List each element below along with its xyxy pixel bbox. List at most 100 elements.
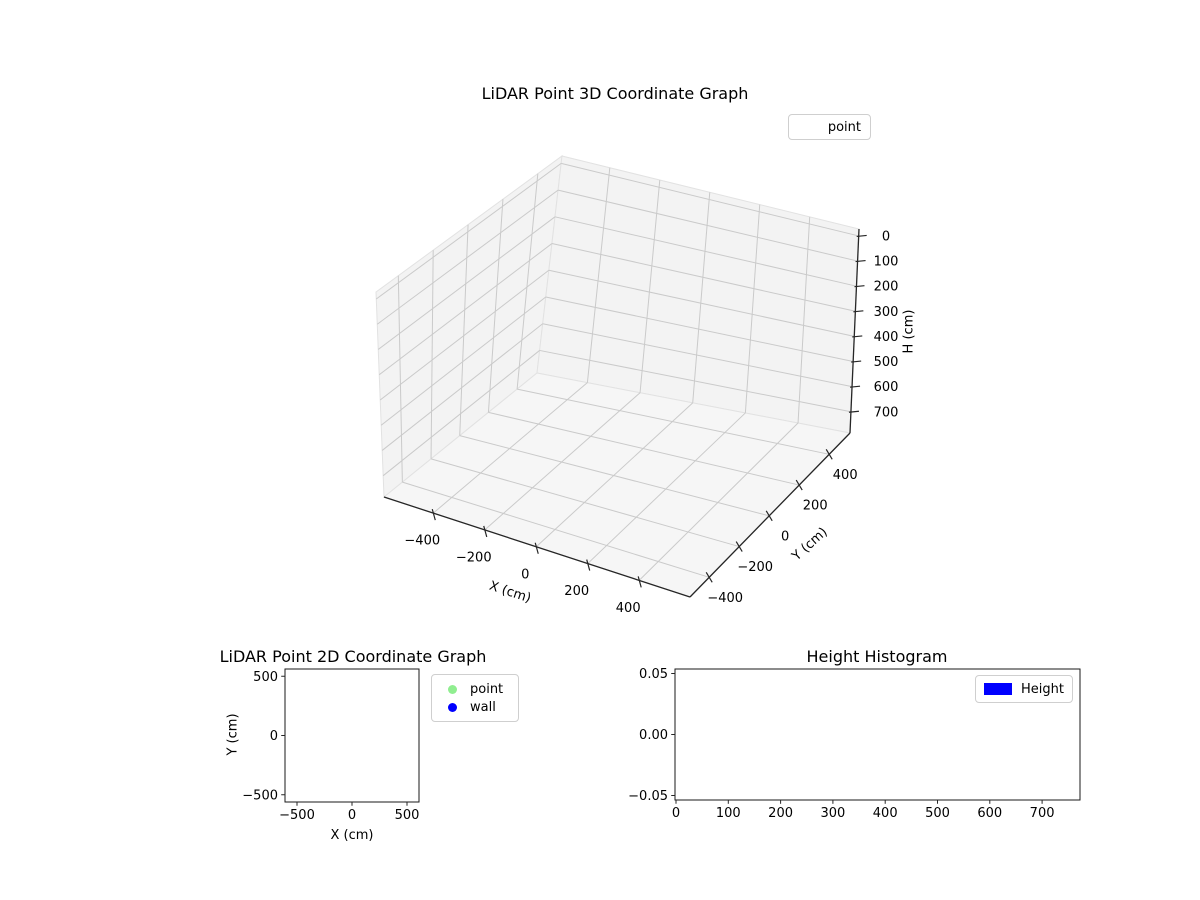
plot2d-ylabel: Y (cm) <box>225 713 241 756</box>
grid-line <box>376 189 559 325</box>
grid-line <box>639 179 661 393</box>
x-tick-label: 0 <box>672 806 680 821</box>
grid-line <box>542 323 853 388</box>
grid-line <box>381 323 543 451</box>
y-tick <box>735 541 743 552</box>
grid-line <box>587 412 746 564</box>
grid-line <box>484 392 641 531</box>
y-axis-line <box>689 432 851 598</box>
plot3d-zlabel: H (cm) <box>901 309 917 354</box>
grid-line <box>516 173 539 390</box>
plot3d-legend-empty-marker <box>802 122 828 132</box>
z-tick-label: 100 <box>874 255 899 270</box>
y-tick <box>825 449 833 460</box>
x-tick <box>431 508 436 521</box>
x-tick-label: 400 <box>616 601 641 616</box>
x-tick <box>534 542 539 554</box>
height-swatch <box>984 683 1012 695</box>
x-tick-label: 400 <box>873 806 898 821</box>
x-tick-label: 0 <box>348 808 356 823</box>
grid-line <box>539 349 852 413</box>
z-tick <box>853 310 864 313</box>
wall-marker <box>448 702 457 712</box>
x-tick-label: 700 <box>1030 806 1055 821</box>
grid-line <box>638 422 799 581</box>
grid-line <box>561 162 859 237</box>
plot2d-xlabel: X (cm) <box>330 828 374 843</box>
z-tick <box>854 285 865 288</box>
y-tick-label: 0.00 <box>639 728 668 743</box>
hist-legend: Height <box>975 675 1073 703</box>
y-tick <box>705 572 713 583</box>
y-tick-label: 500 <box>253 670 278 685</box>
y-tick-label: 0 <box>270 729 278 744</box>
grid-line <box>692 192 711 403</box>
wall-label: wall <box>470 699 496 715</box>
x-tick-label: −400 <box>404 534 440 549</box>
grid-line <box>548 269 855 337</box>
y-tick-label: 0.05 <box>639 667 668 682</box>
grid-line <box>797 216 811 424</box>
grid-line <box>554 216 857 287</box>
x-tick-label: 200 <box>768 806 793 821</box>
grid-line <box>397 275 403 483</box>
z-axis-line <box>849 228 860 434</box>
x-tick <box>637 576 642 588</box>
grid-line <box>535 402 694 548</box>
x-tick-label: −200 <box>456 550 492 565</box>
x-tick-label: −500 <box>279 808 315 823</box>
plot3d-title: LiDAR Point 3D Coordinate Graph <box>481 84 749 103</box>
x-tick-label: 300 <box>820 806 845 821</box>
x-tick <box>586 559 591 571</box>
grid-line <box>379 269 550 401</box>
x-tick-label: 200 <box>564 584 589 599</box>
grid-line <box>432 382 588 514</box>
plot2d-legend: point wall <box>431 674 519 722</box>
z-tick-label: 400 <box>874 330 899 345</box>
z-tick-label: 700 <box>874 405 899 420</box>
x-tick <box>483 525 488 538</box>
x-tick-label: 600 <box>977 806 1002 821</box>
y-tick-label: 200 <box>803 499 828 514</box>
z-tick <box>856 234 867 238</box>
z-tick-label: 500 <box>874 355 899 370</box>
grid-line <box>551 243 856 312</box>
z-tick <box>851 360 862 363</box>
y-tick-label: 400 <box>833 468 858 483</box>
y-tick <box>765 510 773 522</box>
hist-title: Height Histogram <box>806 647 948 666</box>
grid-line <box>430 250 434 459</box>
grid-line <box>380 296 547 426</box>
y-tick-label: −400 <box>707 591 743 606</box>
z-tick <box>852 335 863 338</box>
y-tick-label: 0 <box>781 529 789 544</box>
grid-line <box>586 167 611 383</box>
height-label: Height <box>1021 681 1064 697</box>
z-tick-label: 600 <box>874 380 899 395</box>
z-tick-label: 200 <box>874 280 899 295</box>
z-tick <box>849 385 861 388</box>
y-tick-label: −200 <box>737 560 773 575</box>
z-tick-label: 0 <box>882 229 890 244</box>
point-label: point <box>470 681 504 697</box>
z-tick-label: 300 <box>874 305 899 320</box>
grid-line <box>377 216 556 350</box>
grid-line <box>744 204 761 413</box>
point-marker <box>448 684 457 694</box>
grid-line <box>487 199 504 413</box>
grid-line <box>459 224 469 436</box>
grid-line <box>382 350 540 477</box>
x-tick-label: 100 <box>716 806 741 821</box>
grid-line <box>545 296 854 363</box>
y-tick-label: −500 <box>242 788 278 803</box>
x-tick-label: 0 <box>521 567 529 582</box>
plot2d-legend-item-point: point <box>448 683 518 696</box>
grid-line <box>557 189 858 262</box>
y-tick <box>795 479 803 491</box>
x-tick-label: 500 <box>925 806 950 821</box>
plot2d-legend-item-wall: wall <box>448 701 518 714</box>
x-tick-label: 500 <box>395 808 420 823</box>
plot3d-legend-label: point <box>827 119 861 135</box>
